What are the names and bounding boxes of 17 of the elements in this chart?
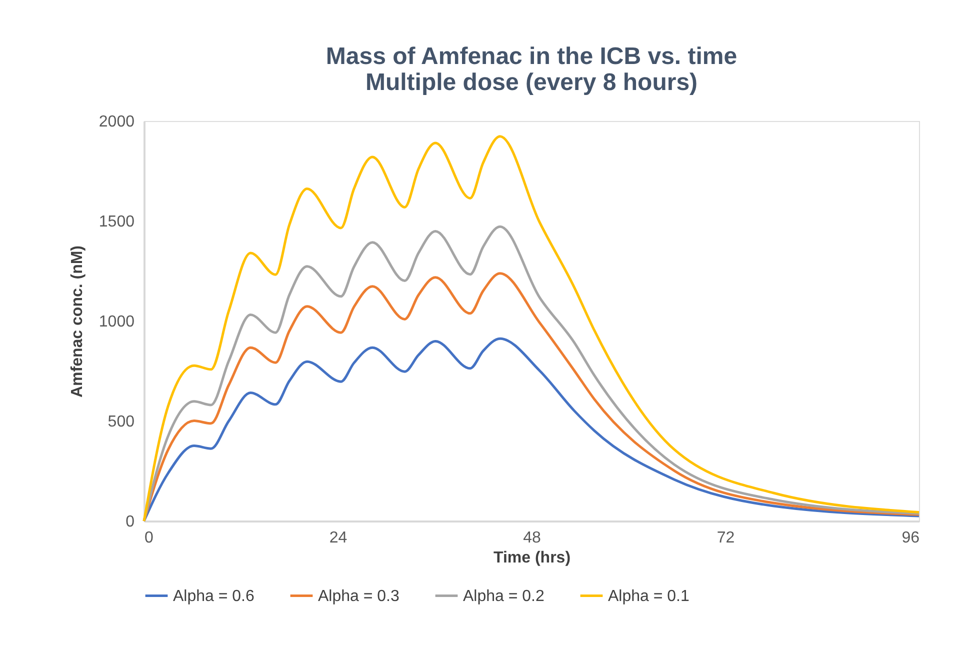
y-tick-label: 500 xyxy=(108,414,135,430)
y-tick-label: 0 xyxy=(126,514,135,530)
y-tick-label: 1500 xyxy=(98,214,135,230)
x-tick-label: 72 xyxy=(716,530,735,546)
x-axis-title: Time (hrs) xyxy=(493,550,571,566)
x-tick-label: 48 xyxy=(523,530,541,546)
legend-label: Alpha = 0.3 xyxy=(318,588,400,605)
y-axis-title: Amfenac conc. (nM) xyxy=(68,245,86,398)
x-tick-label: 0 xyxy=(144,530,154,546)
y-tick-label: 2000 xyxy=(98,114,135,130)
legend-label: Alpha = 0.1 xyxy=(608,588,690,605)
legend-label: Alpha = 0.2 xyxy=(463,588,544,605)
x-tick-label: 96 xyxy=(902,530,920,546)
legend-label: Alpha = 0.6 xyxy=(173,588,254,605)
chart-title: Mass of Amfenac in the ICB vs. time Multiple dose (every 8 hours) xyxy=(326,43,738,96)
y-tick-label: 1000 xyxy=(98,314,135,330)
x-tick-label: 24 xyxy=(329,530,348,546)
